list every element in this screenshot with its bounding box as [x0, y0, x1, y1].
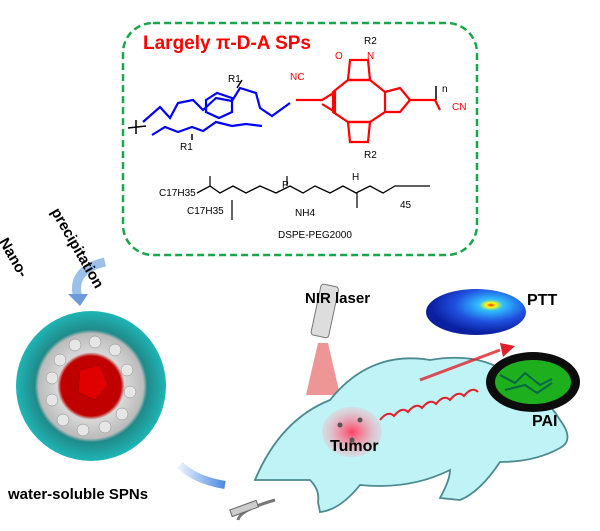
c17h35-label-1: C17H35: [159, 188, 196, 199]
lipid-name-label: DSPE-PEG2000: [278, 230, 352, 241]
nc-label: NC: [290, 72, 305, 83]
r1-label-top: R1: [228, 74, 241, 85]
o-label: O: [335, 51, 343, 62]
ptt-label: PTT: [527, 292, 558, 309]
donor-unit-structure: [142, 86, 291, 136]
chemical-structure-frame: [121, 21, 479, 257]
pai-label: PAI: [532, 413, 558, 430]
peg-repeat-label: 45: [400, 200, 412, 211]
h-label: H: [352, 172, 360, 183]
r2-label-bottom: R2: [364, 150, 377, 161]
tumor-label: Tumor: [330, 438, 379, 455]
curved-arrow-icon-2: [177, 462, 226, 489]
dspe-peg-structure: [196, 185, 430, 194]
r2-label-top: R2: [364, 36, 377, 47]
nir-laser-label: NIR laser: [305, 290, 371, 307]
polymer-end-bond: [127, 79, 243, 140]
mouse-illustration: [253, 356, 569, 513]
spns-label: water-soluble SPNs: [8, 486, 149, 503]
photoacoustic-wave-icon: [379, 388, 479, 421]
c17h35-label-2: C17H35: [187, 206, 224, 217]
r1-label-bottom: R1: [180, 142, 193, 153]
cn-label: CN: [452, 102, 467, 113]
curved-arrow-icon: [72, 257, 107, 300]
n-label: N: [367, 51, 375, 62]
acceptor-unit-structure: [296, 58, 441, 144]
laser-pointer-icon: [306, 283, 340, 395]
p-label: P: [282, 180, 289, 191]
structure-title: Largely π-D-A SPs: [143, 33, 311, 54]
photothermal-image: [426, 289, 526, 335]
repeat-n-label: n: [442, 84, 448, 95]
tumor-region: [322, 407, 382, 457]
nh4-label: NH4: [295, 208, 316, 219]
